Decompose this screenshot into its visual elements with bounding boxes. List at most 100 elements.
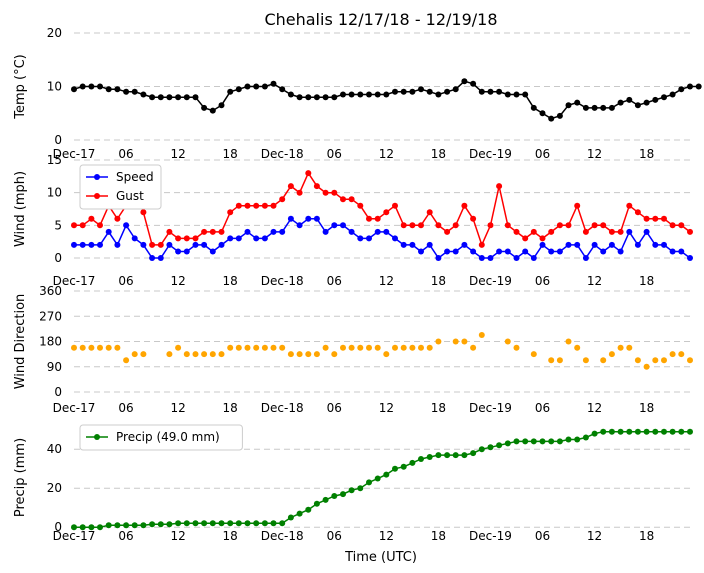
wind-data-point [88, 241, 95, 248]
wind-data-point [183, 235, 190, 242]
wind-data-point [270, 202, 277, 209]
precip-data-point [678, 428, 685, 435]
wind-data-point [513, 255, 520, 261]
precip-legend-box [79, 424, 243, 451]
wind-data-point [574, 241, 581, 248]
wind-data-point [565, 222, 572, 229]
dir-data-point [608, 351, 615, 358]
wind-data-point [79, 241, 86, 248]
temp-x-tick-label: Dec-18 [261, 147, 304, 161]
dir-data-point [192, 351, 199, 358]
wind-data-point [634, 241, 641, 248]
dir-data-point [400, 344, 407, 351]
dir-data-point [270, 344, 277, 351]
precip-data-point [418, 456, 424, 462]
precip-data-point [209, 520, 216, 527]
temp-x-tick-label: 18 [223, 147, 238, 161]
wind-data-point [504, 248, 511, 255]
temp-x-tick-label: Dec-17 [53, 147, 96, 161]
temp-data-point [634, 102, 641, 109]
wind-data-point [487, 222, 494, 229]
wind-data-point [591, 222, 598, 229]
wind-data-point [556, 222, 563, 229]
dir-data-point [687, 357, 693, 364]
wind-data-point [383, 228, 390, 235]
dir-data-point [409, 344, 416, 351]
dir-data-point [504, 338, 511, 345]
dir-data-point [556, 357, 563, 364]
wind-data-point [149, 241, 156, 248]
temp-data-point [366, 91, 372, 98]
dir-data-point [392, 344, 398, 351]
wind-data-point [287, 183, 294, 190]
dir-data-point [582, 357, 589, 364]
dir-data-point [218, 351, 225, 358]
dir-data-point [348, 344, 355, 351]
wind-data-point [548, 228, 555, 235]
temp-data-point [504, 91, 511, 98]
wind-data-point [114, 215, 121, 222]
dir-data-point [253, 344, 260, 351]
wind-data-point [548, 248, 555, 255]
temp-data-point [392, 88, 398, 95]
wind-data-point [183, 248, 190, 255]
dir-data-point [374, 344, 381, 351]
wind-legend-box [79, 164, 162, 210]
wind-y-tick-label: 0 [54, 251, 62, 265]
wind-data-point [105, 228, 112, 235]
wind-data-point [617, 228, 624, 235]
wind-data-point [661, 241, 667, 248]
precip-data-point [626, 428, 633, 435]
temp-data-point [114, 86, 121, 93]
dir-data-point [131, 351, 138, 358]
wind-data-point [140, 209, 147, 216]
precip-data-point [305, 506, 312, 513]
wind-data-point [478, 255, 485, 261]
precip-data-point [192, 520, 199, 527]
precip-data-point [166, 521, 173, 528]
wind-data-point [643, 215, 650, 222]
precip-x-tick-label: 06 [118, 529, 133, 543]
wind-x-tick-label: 18 [223, 274, 238, 288]
temp-data-point [600, 104, 607, 111]
temp-data-point [340, 91, 346, 98]
dir-x-tick-label: 06 [118, 401, 133, 415]
temp-data-point [261, 83, 268, 90]
temp-data-point [444, 88, 451, 95]
temp-y-axis-label: Temp (°C) [13, 54, 28, 120]
dir-data-point [435, 338, 442, 345]
precip-data-point [97, 524, 103, 531]
wind-data-point [504, 222, 511, 229]
precip-data-point [348, 487, 355, 494]
precip-data-point [227, 520, 234, 527]
precip-data-point [522, 438, 529, 445]
precip-data-point [400, 463, 407, 470]
precip-data-point [392, 465, 398, 472]
temp-data-point [218, 102, 225, 109]
wind-data-point [513, 228, 520, 235]
temp-data-point [539, 110, 546, 117]
wind-data-point [313, 183, 320, 190]
chart-title: Chehalis 12/17/18 - 12/19/18 [264, 10, 497, 29]
wind-data-point [166, 241, 173, 248]
wind-data-point [157, 241, 164, 248]
dir-data-point [305, 351, 312, 358]
temp-y-tick-label: 0 [54, 133, 62, 147]
wind-data-point [97, 241, 103, 248]
precip-data-point [157, 521, 164, 528]
temp-data-point [209, 107, 216, 114]
wind-data-point [88, 215, 95, 222]
precip-data-point [261, 520, 268, 527]
dir-data-point [669, 351, 676, 358]
temp-x-tick-label: 12 [587, 147, 602, 161]
dir-data-point [235, 344, 242, 351]
precip-legend-label: Precip (49.0 mm) [116, 430, 220, 444]
temp-data-point [556, 112, 563, 119]
precip-data-point [478, 446, 485, 453]
wind-data-point [626, 202, 633, 209]
wind-data-point [348, 228, 355, 235]
wind-legend-label: Speed [116, 170, 154, 184]
wind-data-point [591, 241, 598, 248]
wind-data-point [261, 202, 268, 209]
wind-data-point [192, 241, 199, 248]
